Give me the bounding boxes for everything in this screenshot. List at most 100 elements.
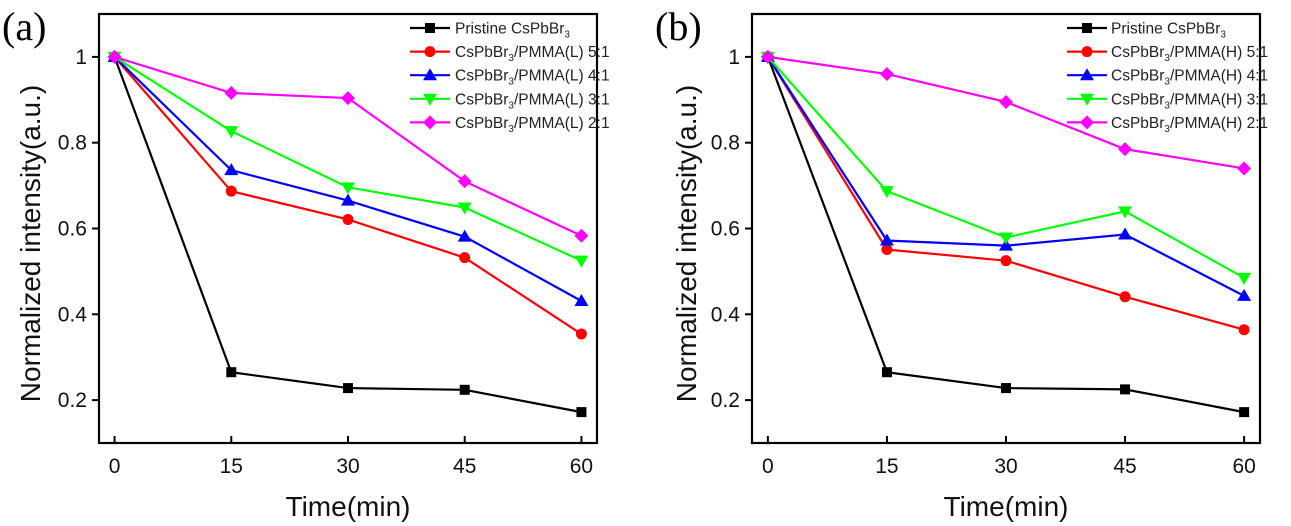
data-point: [224, 85, 239, 100]
data-point: [459, 252, 471, 264]
series-2: [107, 49, 589, 307]
data-point: [342, 213, 354, 225]
legend-marker: [1080, 115, 1094, 130]
legend-entry: CsPbBr3/PMMA(H) 4:1: [1067, 68, 1268, 88]
legend-label-subscript: 3: [508, 100, 514, 111]
data-point: [574, 228, 589, 243]
legend-marker: [1081, 46, 1093, 58]
legend-marker: [423, 115, 437, 130]
data-point: [879, 186, 894, 199]
data-point: [226, 367, 237, 378]
legend-entry: CsPbBr3/PMMA(L) 2:1: [410, 115, 610, 135]
legend-label-main: Pristine CsPbBr: [455, 21, 564, 38]
data-point: [574, 294, 589, 307]
x-tick-label: 0: [762, 455, 774, 478]
data-point: [575, 328, 587, 340]
data-point: [459, 384, 470, 395]
legend-label: CsPbBr3/PMMA(L) 2:1: [455, 115, 610, 135]
data-point: [879, 233, 894, 246]
legend-entry: CsPbBr3/PMMA(L) 5:1: [410, 44, 610, 64]
legend-entry: CsPbBr3/PMMA(L) 3:1: [410, 91, 610, 111]
panel-label: (a): [2, 4, 46, 49]
x-tick-label: 30: [994, 455, 1017, 478]
legend-label: CsPbBr3/PMMA(L) 3:1: [455, 91, 610, 111]
panel-b: (b) 0 15 30 45 60 0.2 0.4 0.6 0.8 1 Time(min) Normal…: [655, 4, 1268, 522]
legend-marker: [423, 68, 437, 81]
legend-label-subscript: 3: [1220, 30, 1226, 41]
legend-marker: [1082, 23, 1092, 33]
data-point: [224, 163, 239, 176]
data-point: [457, 174, 472, 189]
x-axis-title: Time(min): [944, 491, 1069, 522]
legend-label-subscript: 3: [508, 77, 514, 88]
legend-entry: CsPbBr3/PMMA(L) 4:1: [410, 68, 610, 88]
data-point: [999, 238, 1013, 251]
y-tick-label: 0.6: [711, 218, 740, 241]
panel-label: (b): [655, 4, 702, 49]
data-point: [457, 202, 472, 215]
data-point: [1120, 384, 1131, 395]
legend-entry: CsPbBr3/PMMA(H) 3:1: [1067, 91, 1268, 111]
data-point: [343, 383, 353, 394]
data-point: [341, 182, 355, 195]
data-point: [879, 67, 894, 82]
data-point: [1119, 291, 1131, 303]
x-tick-label: 0: [109, 455, 121, 478]
y-tick-label: 0.8: [58, 132, 87, 155]
legend-label: Pristine CsPbBr3: [455, 21, 570, 41]
legend-entry: CsPbBr3/PMMA(H) 2:1: [1067, 115, 1268, 135]
y-tick-label: 0.2: [58, 389, 87, 412]
data-point: [1239, 407, 1250, 418]
data-point: [1237, 272, 1252, 285]
data-point: [107, 49, 122, 64]
legend-label-subscript: 3: [1164, 77, 1170, 88]
y-tick-label: 1: [728, 46, 740, 69]
legend-label-subscript: 3: [508, 53, 514, 64]
legend-label-subscript: 3: [1164, 124, 1170, 135]
legend-label-subscript: 3: [564, 30, 570, 41]
legend-label: Pristine CsPbBr3: [1111, 21, 1226, 41]
y-tick-label: 1: [75, 46, 87, 69]
y-tick-label: 0.8: [711, 132, 740, 155]
x-tick-label: 45: [453, 455, 476, 478]
series-4: [760, 49, 1252, 176]
legend-label-main: CsPbBr: [455, 91, 508, 108]
legend-entry: Pristine CsPbBr3: [410, 21, 570, 41]
data-point: [576, 407, 587, 418]
data-point: [1000, 255, 1012, 267]
y-axis-title: Normalized intensity(a.u.): [671, 85, 702, 402]
data-point: [225, 185, 237, 197]
data-point: [457, 229, 472, 242]
legend-label-subscript: 3: [508, 124, 514, 135]
legend-marker: [1080, 93, 1094, 106]
legend-marker: [1080, 68, 1094, 81]
legend-label-subscript: 3: [1164, 53, 1170, 64]
legend-label-tail: /PMMA(H) 2:1: [1170, 115, 1268, 132]
data-point: [881, 244, 893, 256]
x-tick-label: 60: [570, 455, 593, 478]
x-tick-label: 30: [336, 455, 359, 478]
legend-label-main: CsPbBr: [1111, 91, 1164, 108]
x-tick-label: 45: [1113, 455, 1136, 478]
legend-label-tail: /PMMA(L) 4:1: [514, 68, 610, 85]
data-point: [999, 94, 1013, 109]
data-point: [1118, 227, 1133, 240]
legend-marker: [424, 46, 436, 58]
legend-label-main: CsPbBr: [455, 68, 508, 85]
series-4: [107, 49, 589, 243]
legend-label: CsPbBr3/PMMA(L) 5:1: [455, 44, 610, 64]
data-point: [341, 193, 355, 206]
legend-label-main: CsPbBr: [1111, 68, 1164, 85]
legend-label-tail: /PMMA(H) 3:1: [1170, 91, 1268, 108]
legend-label: CsPbBr3/PMMA(H) 4:1: [1111, 68, 1268, 88]
legend-label-main: Pristine CsPbBr: [1111, 21, 1220, 38]
legend-label-main: CsPbBr: [1111, 115, 1164, 132]
y-tick-label: 0.4: [711, 303, 741, 326]
data-point: [1118, 206, 1133, 219]
legend-label: CsPbBr3/PMMA(L) 4:1: [455, 68, 610, 88]
x-axis-title: Time(min): [286, 491, 411, 522]
data-point: [999, 232, 1013, 245]
legend-label: CsPbBr3/PMMA(H) 3:1: [1111, 91, 1268, 111]
